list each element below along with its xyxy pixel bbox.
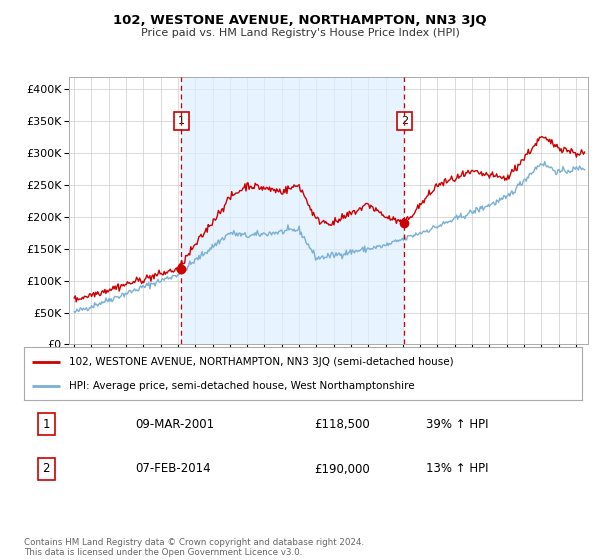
Text: Price paid vs. HM Land Registry's House Price Index (HPI): Price paid vs. HM Land Registry's House … [140, 28, 460, 38]
Text: 13% ↑ HPI: 13% ↑ HPI [426, 463, 488, 475]
Text: 102, WESTONE AVENUE, NORTHAMPTON, NN3 3JQ: 102, WESTONE AVENUE, NORTHAMPTON, NN3 3J… [113, 14, 487, 27]
Text: 1: 1 [178, 116, 185, 127]
Text: 2: 2 [401, 116, 408, 127]
Text: Contains HM Land Registry data © Crown copyright and database right 2024.
This d: Contains HM Land Registry data © Crown c… [24, 538, 364, 557]
Text: 102, WESTONE AVENUE, NORTHAMPTON, NN3 3JQ (semi-detached house): 102, WESTONE AVENUE, NORTHAMPTON, NN3 3J… [68, 357, 453, 367]
Text: 1: 1 [43, 418, 50, 431]
Text: 09-MAR-2001: 09-MAR-2001 [136, 418, 215, 431]
Text: 07-FEB-2014: 07-FEB-2014 [136, 463, 211, 475]
Text: £190,000: £190,000 [314, 463, 370, 475]
Text: HPI: Average price, semi-detached house, West Northamptonshire: HPI: Average price, semi-detached house,… [68, 381, 414, 391]
Text: 39% ↑ HPI: 39% ↑ HPI [426, 418, 488, 431]
Text: 2: 2 [43, 463, 50, 475]
Text: £118,500: £118,500 [314, 418, 370, 431]
Bar [181, 77, 404, 344]
